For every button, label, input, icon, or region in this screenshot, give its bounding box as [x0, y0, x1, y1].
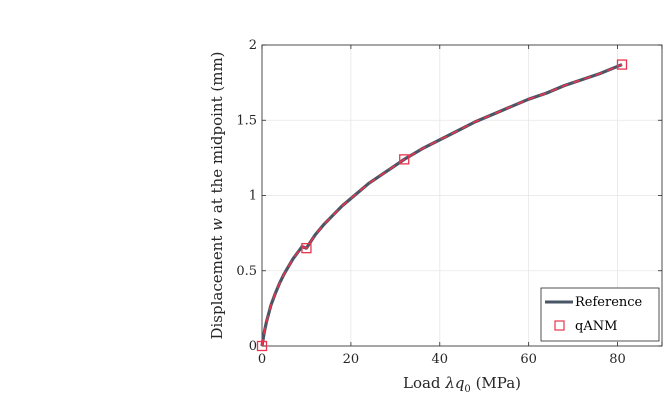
x-tick-label: 60	[520, 352, 537, 367]
y-tick-label: 1.5	[236, 113, 257, 128]
legend-marker-qanm	[554, 320, 565, 331]
legend-label-reference: Reference	[575, 295, 643, 310]
legend-box	[540, 287, 660, 342]
y-tick-label: 0	[249, 339, 257, 354]
data-point-qanm	[301, 243, 312, 254]
x-tick-label: 20	[343, 352, 360, 367]
y-tick-label: 0.5	[236, 264, 257, 279]
data-point-qanm	[399, 154, 410, 165]
series-layer	[256, 59, 628, 352]
x-tick-label: 40	[432, 352, 449, 367]
data-point-qanm	[256, 340, 268, 352]
y-tick-label: 2	[249, 38, 257, 53]
y-axis-label: Displacement w at the midpoint (mm)	[208, 51, 226, 339]
x-axis-label: Load λq0 (MPa)	[403, 374, 521, 395]
y-tick-label: 1	[249, 189, 257, 204]
legend-label-qanm: qANM	[575, 319, 617, 334]
series-qanm-line	[261, 63, 623, 347]
data-point-qanm	[616, 59, 628, 70]
x-tick-label: 0	[258, 352, 266, 367]
legend: Reference qANM	[540, 287, 660, 342]
x-tick-label: 80	[609, 352, 626, 367]
